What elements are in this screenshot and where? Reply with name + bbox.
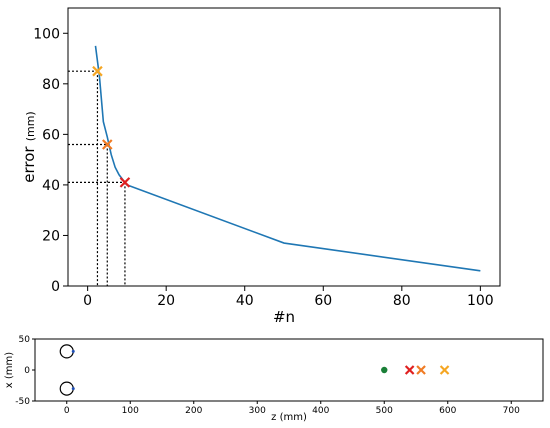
top-x-tick-label: 40: [236, 293, 254, 309]
top-x-ticks: 0 20 40 60 80 100: [83, 286, 494, 309]
x-marker-2: [101, 139, 113, 150]
top-x-tick-label: 20: [157, 293, 175, 309]
bottom-x-axis-title-label: z: [271, 412, 276, 423]
x-point-marker-4: [439, 365, 450, 375]
x-point-marker-4-stroke-b: [439, 365, 450, 375]
bottom-x-tick-label: 200: [185, 406, 202, 416]
top-y-tick-label: 100: [33, 26, 60, 42]
top-y-axis-title-label: error: [20, 146, 38, 183]
bottom-y-tick-label: 50: [19, 335, 31, 345]
bottom-plot-frame: [34, 338, 544, 402]
top-markers: [92, 65, 131, 188]
top-y-ticks: 0 20 40 60 80 100: [33, 26, 68, 295]
bottom-y-axis-title: x (mm): [4, 352, 15, 388]
x-point-marker-2-stroke-b: [404, 365, 415, 375]
x-point-marker-2: [404, 365, 415, 375]
top-x-tick-label: 100: [467, 293, 494, 309]
bottom-x-tick-label: 500: [376, 406, 393, 416]
top-plot: 0 20 40 60 80 100 0 20 40 60 80 100 #n error (mm): [19, 7, 501, 326]
bottom-y-tick-label: -50: [15, 397, 30, 407]
bottom-x-tick-label: 400: [312, 406, 329, 416]
top-y-tick-label: 0: [51, 279, 60, 295]
bottom-points: [381, 365, 450, 375]
top-y-axis-title-unit: (mm): [24, 111, 37, 141]
x-marker-3: [119, 177, 131, 188]
top-y-tick-label: 60: [42, 127, 60, 143]
bottom-x-ticks: 0 100 200 300 400 500 600 700: [64, 401, 520, 416]
top-y-axis-title: error (mm): [19, 111, 38, 182]
bottom-x-tick-label: 0: [64, 406, 70, 416]
x-marker-2-stroke-b: [101, 139, 113, 150]
point-marker-1: [381, 366, 388, 374]
ring-object-1: [59, 344, 74, 359]
bottom-x-axis-title-unit: (mm): [280, 412, 307, 423]
x-point-marker-3: [416, 365, 426, 375]
top-y-tick-label: 40: [42, 178, 60, 194]
top-series: [94, 45, 481, 272]
bottom-x-tick-label: 700: [503, 406, 520, 416]
bottom-y-tick-label: 0: [24, 366, 30, 376]
bottom-x-tick-label: 300: [249, 406, 266, 416]
bottom-x-axis-title: z (mm): [271, 412, 307, 423]
x-marker-1-stroke-b: [92, 65, 103, 77]
x-marker-3-stroke-b: [119, 177, 131, 188]
bottom-x-tick-label: 100: [122, 406, 139, 416]
error-curve-line: [94, 45, 481, 272]
top-x-tick-label: 0: [83, 293, 92, 309]
ring-object-2: [59, 381, 74, 396]
bottom-y-ticks: -50 0 50: [15, 335, 35, 407]
x-point-marker-3-stroke-b: [416, 365, 426, 375]
top-x-tick-label: 60: [314, 293, 332, 309]
top-x-tick-label: 80: [393, 293, 411, 309]
bottom-y-axis-title-label: x: [4, 382, 15, 388]
top-y-tick-label: 80: [42, 77, 60, 93]
x-marker-1: [92, 65, 103, 77]
bottom-y-axis-title-unit: (mm): [4, 352, 15, 379]
ring-dot-1: [71, 349, 75, 353]
bottom-plot: 0 100 200 300 400 500 600 700 -50 0 50 z (mm) x (…: [4, 335, 544, 423]
top-plot-frame: [67, 7, 501, 287]
ring-dot-2: [71, 387, 75, 391]
top-x-axis-title: #n: [273, 308, 295, 326]
top-y-tick-label: 20: [42, 228, 60, 244]
top-guides: [68, 70, 126, 286]
bottom-x-tick-label: 600: [439, 406, 456, 416]
bottom-objects: [59, 344, 75, 396]
